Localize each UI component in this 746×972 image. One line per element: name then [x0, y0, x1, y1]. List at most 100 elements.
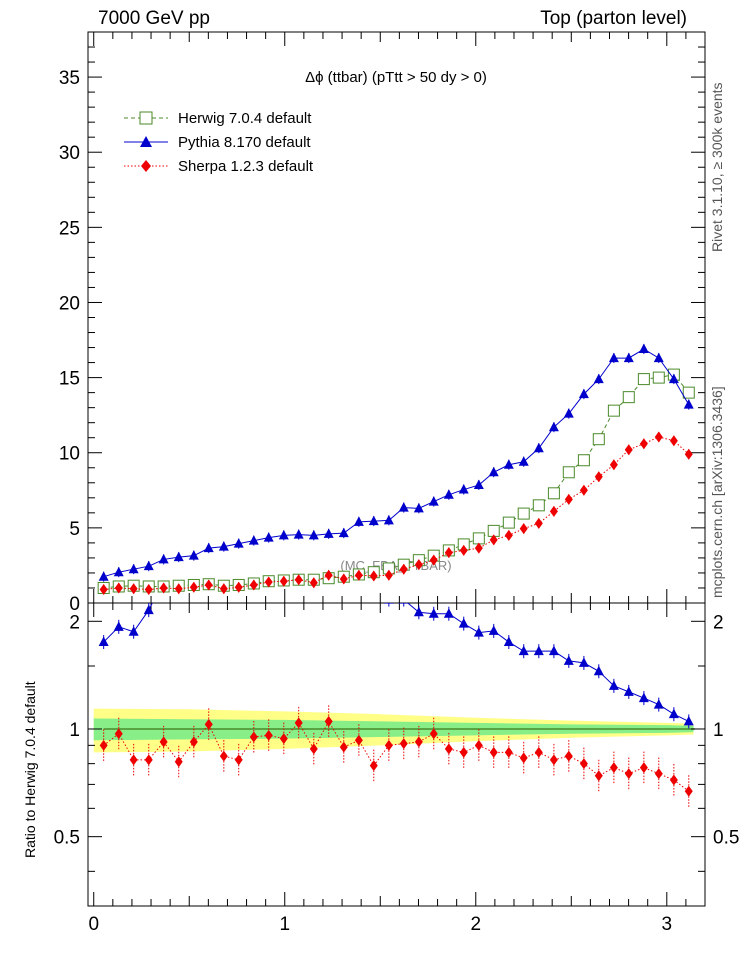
ratio-y-tick-label-right: 2	[713, 612, 724, 633]
ratio-point-pythia	[113, 621, 124, 631]
main-point-sherpa	[369, 570, 378, 582]
main-y-tick-label: 20	[59, 293, 80, 314]
ratio-point-pythia	[309, 558, 319, 568]
main-point-pythia	[173, 551, 184, 562]
ratio-line-sherpa	[103, 720, 690, 792]
ratio-point-sherpa	[444, 743, 453, 755]
ratio-y-tick-label: 1	[69, 720, 80, 741]
main-y-tick-label: 30	[59, 143, 80, 164]
main-point-sherpa	[339, 573, 348, 585]
ratio-point-pythia	[578, 657, 589, 667]
ratio-x-tick-label: 3	[662, 914, 673, 935]
legend-entry-sherpa: Sherpa 1.2.3 default	[124, 158, 314, 175]
main-point-pythia	[263, 532, 274, 542]
ratio-point-pythia	[668, 708, 679, 719]
main-point-herwig	[502, 516, 515, 529]
main-point-sherpa	[459, 544, 468, 556]
ratio-point-sherpa	[429, 728, 438, 740]
main-point-sherpa	[264, 576, 273, 588]
main-point-pythia	[218, 541, 229, 551]
main-point-sherpa	[474, 542, 483, 554]
main-point-sherpa	[204, 579, 213, 591]
ratio-point-pythia	[98, 636, 109, 647]
main-line-sherpa	[103, 436, 690, 590]
main-line-herwig	[103, 374, 690, 589]
main-point-pythia	[203, 542, 214, 553]
ratio-point-pythia	[458, 618, 469, 628]
ratio-point-sherpa	[369, 760, 378, 772]
main-point-pythia	[428, 496, 439, 506]
main-point-sherpa	[189, 581, 198, 593]
ratio-point-pythia	[638, 692, 649, 703]
main-point-herwig	[592, 433, 605, 446]
main-y-tick-label: 5	[69, 519, 80, 540]
ratio-point-pythia	[264, 553, 274, 563]
ratio-point-pythia	[548, 645, 559, 656]
ratio-point-sherpa	[414, 736, 423, 748]
ratio-point-sherpa	[144, 754, 153, 766]
ratio-point-sherpa	[564, 750, 573, 762]
main-point-herwig	[607, 404, 620, 417]
main-point-pythia	[113, 566, 124, 577]
ratio-point-pythia	[593, 665, 604, 676]
main-point-sherpa	[309, 577, 318, 589]
main-point-sherpa	[279, 575, 288, 587]
ratio-point-pythia	[473, 627, 484, 637]
ratio-y-axis-label: Ratio to Herwig 7.0.4 default	[22, 681, 38, 858]
main-point-pythia	[128, 563, 139, 574]
ratio-point-sherpa	[459, 746, 468, 758]
ratio-point-sherpa	[549, 754, 558, 766]
main-point-pythia	[563, 408, 574, 418]
main-point-pythia	[653, 352, 664, 363]
main-point-sherpa	[564, 493, 573, 505]
main-point-pythia	[518, 456, 529, 466]
ratio-point-sherpa	[129, 754, 138, 766]
main-point-sherpa	[354, 569, 363, 581]
ratio-point-sherpa	[339, 741, 348, 753]
main-point-pythia	[608, 352, 619, 363]
main-point-pythia	[278, 529, 289, 540]
ratio-point-pythia	[443, 608, 454, 618]
main-point-sherpa	[519, 523, 528, 535]
ratio-point-pythia	[608, 680, 619, 690]
main-point-sherpa	[624, 444, 633, 456]
ratio-y-tick-label: 0.5	[54, 828, 80, 849]
main-y-tick-label: 35	[59, 68, 80, 89]
ratio-point-sherpa	[204, 718, 213, 730]
main-point-pythia	[638, 343, 649, 354]
main-point-pythia	[293, 529, 304, 539]
legend-label-pythia: Pythia 8.170 default	[178, 134, 311, 151]
main-point-herwig	[622, 391, 635, 404]
main-point-herwig	[532, 499, 545, 512]
ratio-y-tick-label-right: 0.5	[713, 828, 739, 849]
ratio-point-sherpa	[279, 733, 288, 745]
main-point-sherpa	[294, 574, 303, 586]
ratio-point-pythia	[294, 555, 304, 565]
ratio-point-pythia	[398, 603, 409, 604]
rivet-version-label: Rivet 3.1.10, ≥ 300k events	[709, 82, 725, 252]
ratio-point-sherpa	[399, 738, 408, 750]
main-point-herwig	[562, 466, 575, 479]
ratio-point-sherpa	[609, 762, 618, 774]
main-y-tick-label: 10	[59, 444, 80, 465]
ratio-point-sherpa	[309, 743, 318, 755]
main-point-sherpa	[114, 582, 123, 594]
ratio-point-sherpa	[504, 746, 513, 758]
main-point-sherpa	[609, 459, 618, 471]
main-point-pythia	[383, 514, 394, 525]
ratio-point-sherpa	[354, 734, 363, 746]
main-point-pythia	[443, 489, 454, 499]
ratio-point-sherpa	[594, 770, 603, 782]
main-point-herwig	[652, 371, 665, 384]
main-point-herwig	[577, 454, 590, 467]
ratio-point-pythia	[488, 625, 499, 635]
ratio-point-pythia	[503, 636, 514, 647]
main-point-sherpa	[579, 484, 588, 496]
main-point-pythia	[323, 528, 334, 538]
main-point-sherpa	[654, 431, 663, 443]
main-point-pythia	[143, 560, 154, 571]
main-point-sherpa	[144, 583, 153, 595]
main-point-sherpa	[129, 583, 138, 595]
main-point-sherpa	[414, 559, 423, 571]
